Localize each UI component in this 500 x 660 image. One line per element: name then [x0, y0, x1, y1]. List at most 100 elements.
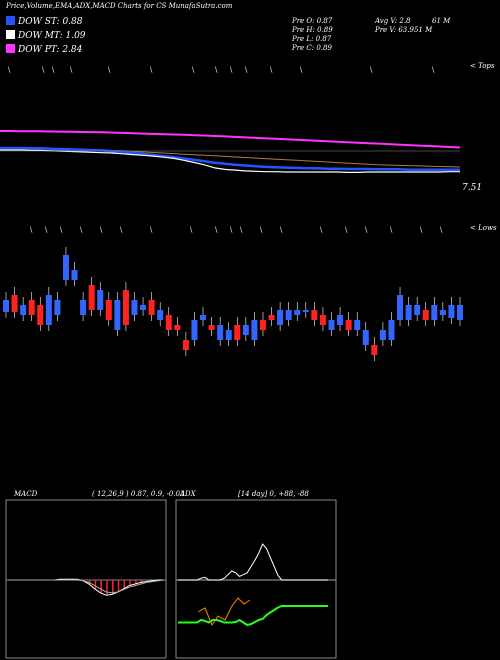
top-marker: \ — [150, 66, 153, 74]
candle-body — [37, 305, 44, 325]
candle-body — [11, 295, 18, 312]
candle-body — [345, 320, 352, 330]
top-marker: \ — [245, 66, 248, 74]
price-level-label: 7.51 — [462, 183, 483, 193]
low-marker: \ — [280, 226, 283, 234]
adx-panel — [175, 499, 337, 659]
legend-dow-mt: DOW MT: 1.09 — [6, 30, 86, 41]
candle-body — [302, 310, 309, 312]
legend-label-st: DOW ST: 0.88 — [18, 17, 83, 27]
candle-body — [148, 300, 155, 315]
low-marker: \ — [100, 226, 103, 234]
macd-hist-bar — [83, 580, 85, 581]
low-marker: \ — [190, 226, 193, 234]
adx-values: [14 day] 0, +88, -88 — [238, 490, 309, 498]
macd-hist-bar — [146, 580, 149, 582]
candle-body — [174, 325, 181, 330]
macd-hist-bar — [100, 580, 102, 593]
candle-body — [234, 325, 241, 340]
candle-body — [200, 315, 207, 320]
candle-body — [277, 310, 284, 325]
low-marker: \ — [45, 226, 48, 234]
low-marker: \ — [320, 226, 323, 234]
legend-label-pt: DOW PT: 2.84 — [18, 45, 83, 55]
candle-body — [251, 320, 258, 340]
candle-body — [259, 320, 266, 330]
candle-body — [285, 310, 292, 320]
top-marker: \ — [192, 66, 195, 74]
legend-swatch-st — [6, 16, 15, 25]
macd-values: ( 12,26,9 ) 0.87, 0.9, -0.03 — [92, 490, 185, 498]
candle-body — [140, 305, 147, 310]
candle-body — [354, 320, 361, 330]
macd-hist-bar — [140, 580, 143, 583]
adx-orange-series — [197, 597, 251, 627]
avg-volume: Avg V: 2.8 — [375, 17, 411, 25]
lows-label: < Lows — [470, 224, 497, 232]
low-marker: \ — [80, 226, 83, 234]
adx-title: ADX — [180, 490, 196, 498]
avg-volume-unit: 61 M — [432, 17, 451, 25]
macd-hist-bar — [88, 580, 91, 584]
candle-body — [62, 255, 69, 280]
candle-body — [371, 345, 378, 355]
chart-title: Price,Volume,EMA,ADX,MACD Charts for CS … — [6, 2, 233, 10]
legend-dow-st: DOW ST: 0.88 — [6, 16, 83, 27]
top-marker: \ — [370, 66, 373, 74]
candle-body — [208, 325, 215, 330]
macd-series-1 — [8, 579, 165, 594]
top-marker: \ — [8, 66, 11, 74]
candle-body — [97, 290, 104, 310]
volume-candles — [3, 247, 463, 361]
ema-series-2 — [0, 146, 460, 171]
candle-body — [405, 305, 412, 320]
candle-body — [225, 330, 232, 340]
candle-body — [388, 320, 395, 340]
candle-body — [319, 315, 326, 325]
low-marker: \ — [345, 226, 348, 234]
macd-title: MACD — [14, 490, 38, 498]
low-marker: \ — [240, 226, 243, 234]
low-marker: \ — [215, 226, 218, 234]
ohlc-open: Pre O: 0.87 — [292, 17, 333, 25]
pre-volume: Pre V: 63.951 M — [375, 26, 433, 34]
candle-body — [217, 325, 224, 340]
ema-series-3 — [0, 149, 460, 173]
top-marker: \ — [230, 66, 233, 74]
candle-body — [182, 340, 189, 350]
low-marker: \ — [150, 226, 153, 234]
legend-swatch-pt — [6, 44, 15, 53]
low-marker: \ — [260, 226, 263, 234]
candle-body — [88, 285, 95, 310]
candle-body — [242, 325, 249, 335]
ema-lines — [0, 130, 461, 173]
adx-lines — [176, 543, 336, 627]
adx-series-1 — [178, 605, 328, 627]
macd-hist-bar — [117, 580, 120, 592]
top-marker: \ — [270, 66, 273, 74]
candle-body — [105, 300, 112, 320]
macd-panel — [5, 499, 167, 659]
low-marker: \ — [365, 226, 368, 234]
low-marker: \ — [120, 226, 123, 234]
legend-dow-pt: DOW PT: 2.84 — [6, 44, 82, 55]
top-marker: \ — [432, 66, 435, 74]
candle-body — [191, 320, 198, 340]
top-marker: \ — [52, 66, 55, 74]
candle-body — [20, 305, 27, 315]
top-marker: \ — [70, 66, 73, 74]
candle-body — [362, 330, 369, 345]
candle-body — [414, 305, 421, 315]
candle-body — [457, 305, 463, 320]
candle-body — [379, 330, 386, 340]
macd-hist-bar — [129, 580, 131, 586]
macd-lines — [6, 578, 166, 596]
low-marker: \ — [230, 226, 233, 234]
candle-body — [268, 315, 275, 320]
candle-body — [328, 320, 335, 330]
candle-body — [337, 315, 344, 325]
candle-body — [157, 310, 164, 320]
low-marker: \ — [440, 226, 443, 234]
tops-label: < Tops — [470, 62, 495, 70]
